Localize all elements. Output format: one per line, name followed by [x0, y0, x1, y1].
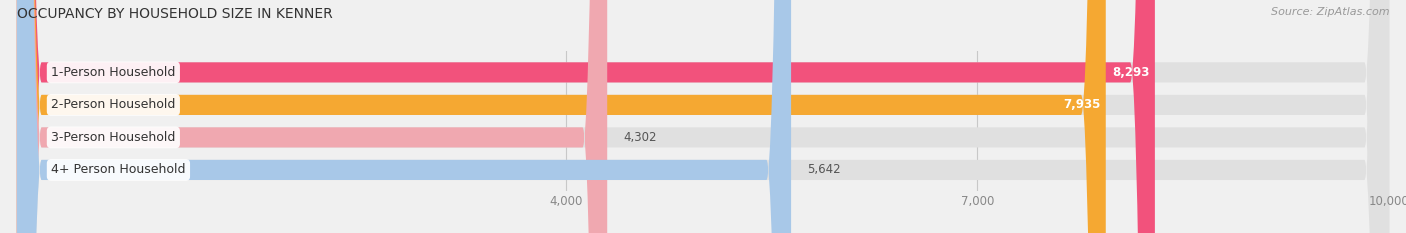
FancyBboxPatch shape [17, 0, 1389, 233]
FancyBboxPatch shape [17, 0, 1154, 233]
Text: 7,935: 7,935 [1063, 98, 1101, 111]
FancyBboxPatch shape [17, 0, 792, 233]
FancyBboxPatch shape [17, 0, 1389, 233]
Text: 5,642: 5,642 [807, 163, 841, 176]
FancyBboxPatch shape [17, 0, 1389, 233]
Text: 1-Person Household: 1-Person Household [51, 66, 176, 79]
Text: Source: ZipAtlas.com: Source: ZipAtlas.com [1271, 7, 1389, 17]
Text: 2-Person Household: 2-Person Household [51, 98, 176, 111]
Text: 4,302: 4,302 [624, 131, 657, 144]
Text: 8,293: 8,293 [1112, 66, 1149, 79]
Text: 4+ Person Household: 4+ Person Household [51, 163, 186, 176]
FancyBboxPatch shape [17, 0, 1389, 233]
FancyBboxPatch shape [17, 0, 607, 233]
FancyBboxPatch shape [17, 0, 1105, 233]
Text: 3-Person Household: 3-Person Household [51, 131, 176, 144]
Text: OCCUPANCY BY HOUSEHOLD SIZE IN KENNER: OCCUPANCY BY HOUSEHOLD SIZE IN KENNER [17, 7, 333, 21]
